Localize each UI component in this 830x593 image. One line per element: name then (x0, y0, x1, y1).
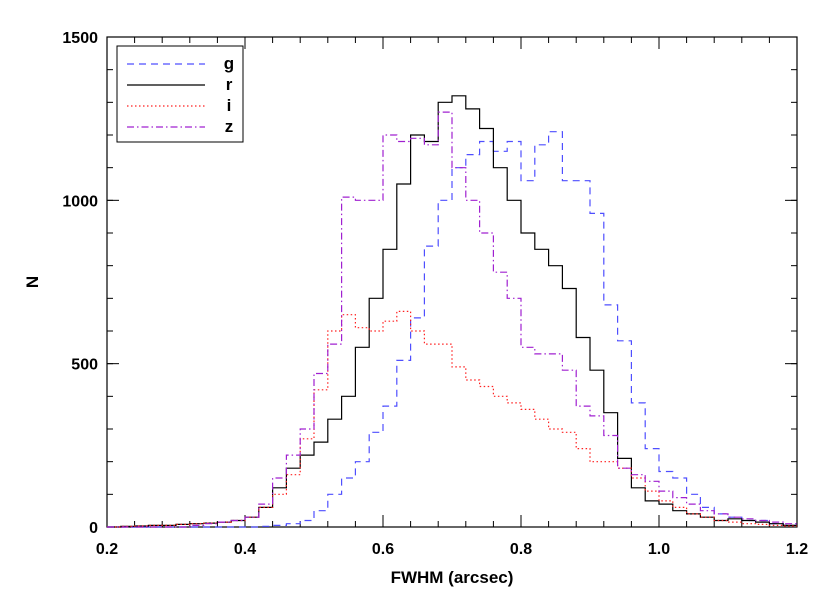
y-tick-label: 1500 (62, 30, 98, 47)
series-line-i (107, 310, 797, 528)
x-axis-label: FWHM (arcsec) (391, 568, 514, 587)
legend-label-z: z (225, 117, 234, 136)
legend-label-i: i (227, 96, 232, 115)
y-tick-label: 1000 (62, 193, 98, 210)
y-tick-label: 0 (89, 520, 98, 537)
x-tick-label: 0.2 (96, 541, 118, 558)
legend-label-g: g (224, 54, 234, 73)
x-tick-label: 0.8 (510, 541, 532, 558)
legend-label-r: r (226, 75, 233, 94)
x-tick-label: 0.4 (234, 541, 256, 558)
x-tick-label: 1.2 (786, 541, 808, 558)
series-line-z (107, 111, 797, 528)
legend-box (116, 45, 244, 143)
y-tick-label: 500 (71, 357, 98, 374)
x-tick-label: 0.6 (372, 541, 394, 558)
y-axis-label: N (23, 276, 42, 288)
x-tick-label: 1.0 (648, 541, 670, 558)
plot-frame (106, 36, 798, 528)
tick-labels: 0.2 0.4 0.6 0.8 1.0 1.2 0 500 1000 1500 (62, 30, 808, 558)
axis-ticks (106, 36, 798, 528)
series-line-g (107, 131, 797, 528)
series-line-r (107, 95, 797, 528)
series-layer (107, 95, 797, 528)
